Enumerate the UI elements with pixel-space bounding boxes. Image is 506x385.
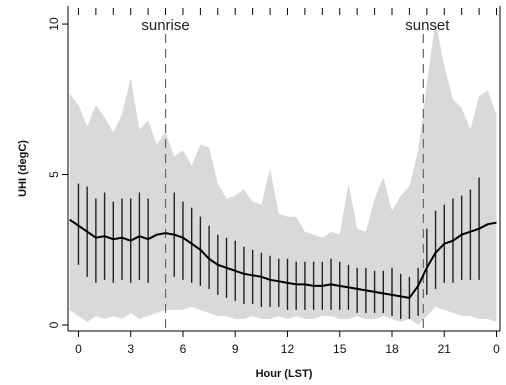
x-tick-label: 12 bbox=[281, 342, 295, 356]
x-tick-label: 21 bbox=[438, 342, 452, 356]
y-tick-label: 0 bbox=[47, 321, 61, 328]
x-tick-label: 3 bbox=[127, 342, 134, 356]
x-tick-label: 15 bbox=[333, 342, 347, 356]
x-tick-label: 18 bbox=[385, 342, 399, 356]
mean-line bbox=[69, 218, 497, 299]
sunrise-annotation: sunrise bbox=[141, 17, 189, 34]
x-tick-label: 0 bbox=[75, 342, 82, 356]
envelope-area bbox=[69, 21, 497, 325]
sunset-annotation: sunset bbox=[405, 17, 450, 34]
plot-area bbox=[69, 21, 497, 331]
x-tick-label: 6 bbox=[180, 342, 187, 356]
x-tick-label: 0 bbox=[493, 342, 500, 356]
y-tick-label: 10 bbox=[47, 17, 61, 31]
y-tick-label: 5 bbox=[47, 171, 61, 178]
x-axis-title: Hour (LST) bbox=[256, 368, 313, 380]
axis-ticks: 0 3 6 9 12 15 18 21 0 0 5 10 bbox=[47, 8, 500, 356]
y-axis-title: UHI (degC) bbox=[17, 140, 29, 197]
x-tick-label: 9 bbox=[232, 342, 239, 356]
